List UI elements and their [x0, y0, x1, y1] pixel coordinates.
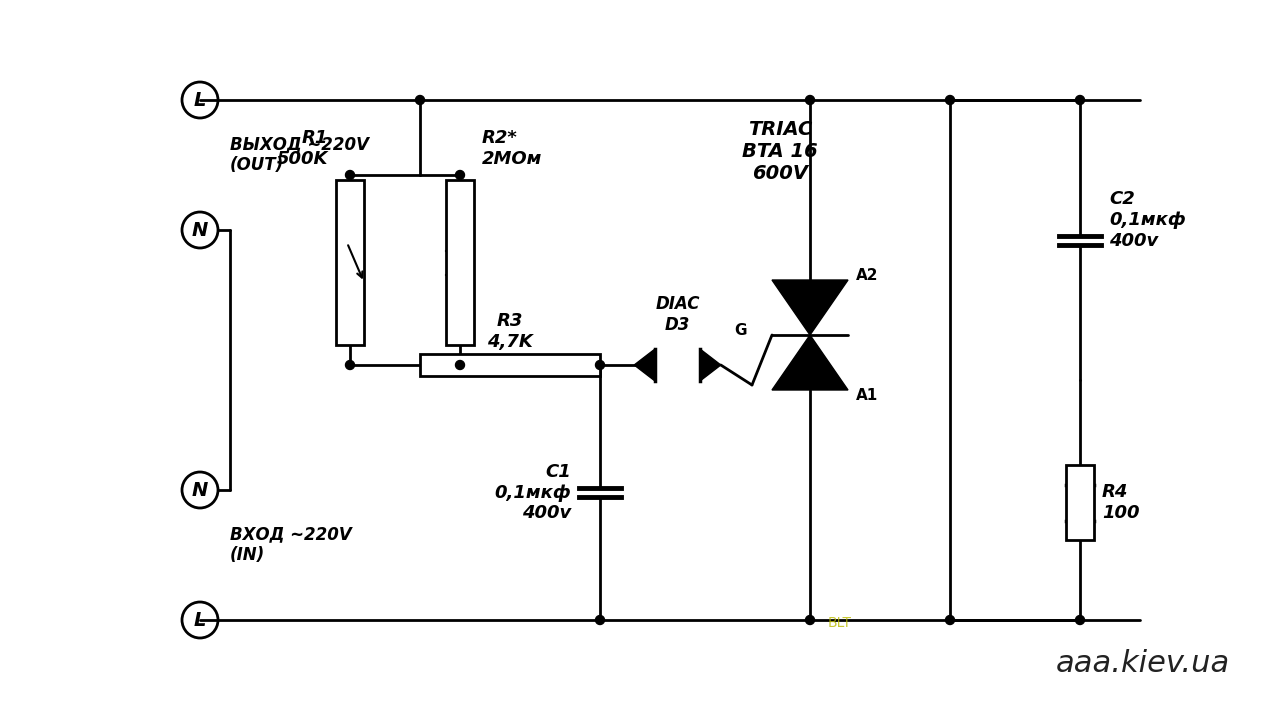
Text: A2: A2	[856, 268, 878, 282]
Text: BLT: BLT	[828, 616, 852, 630]
Polygon shape	[772, 335, 847, 390]
Polygon shape	[634, 349, 655, 381]
Bar	[445, 180, 474, 345]
Circle shape	[456, 361, 465, 369]
Text: R2*
2МОм: R2* 2МОм	[483, 129, 543, 168]
Circle shape	[416, 96, 425, 104]
Text: C2
0,1мкф
400v: C2 0,1мкф 400v	[1108, 190, 1185, 250]
Polygon shape	[772, 280, 847, 335]
Text: N: N	[192, 220, 209, 240]
Text: A1: A1	[856, 387, 878, 402]
Circle shape	[946, 96, 955, 104]
Circle shape	[456, 171, 465, 179]
Text: L: L	[193, 611, 206, 629]
Text: N: N	[192, 480, 209, 500]
Circle shape	[1075, 96, 1084, 104]
Circle shape	[805, 96, 814, 104]
Circle shape	[595, 616, 604, 624]
Bar	[335, 180, 364, 345]
Text: L: L	[193, 91, 206, 109]
Text: ВХОД ~220V
(IN): ВХОД ~220V (IN)	[230, 526, 352, 564]
Text: G: G	[735, 323, 748, 338]
Text: DIAC
D3: DIAC D3	[655, 295, 700, 334]
Text: R3
4,7K: R3 4,7K	[488, 312, 532, 351]
Text: C1
0,1мкф
400v: C1 0,1мкф 400v	[494, 463, 571, 522]
Polygon shape	[700, 349, 721, 381]
Bar	[1066, 465, 1094, 540]
Circle shape	[346, 171, 355, 179]
Text: ВЫХОД ~220V
(OUT): ВЫХОД ~220V (OUT)	[230, 135, 369, 174]
Text: TRIAC
BTA 16
600V: TRIAC BTA 16 600V	[742, 120, 818, 183]
Circle shape	[595, 361, 604, 369]
Text: R1
500K: R1 500K	[276, 129, 328, 168]
Circle shape	[1075, 616, 1084, 624]
Circle shape	[946, 616, 955, 624]
Text: R4
100: R4 100	[1102, 483, 1139, 522]
Text: aaa.kiev.ua: aaa.kiev.ua	[1056, 649, 1230, 678]
Circle shape	[805, 616, 814, 624]
Circle shape	[346, 361, 355, 369]
Bar	[420, 354, 600, 376]
